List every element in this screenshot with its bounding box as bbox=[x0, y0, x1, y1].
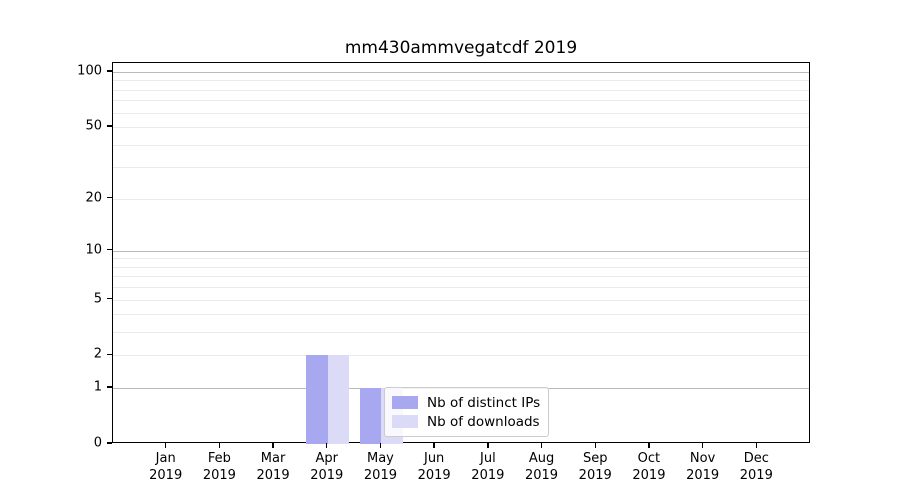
x-tick-label: Sep 2019 bbox=[579, 450, 612, 484]
x-tick-mark bbox=[326, 443, 328, 448]
gridline-minor bbox=[113, 266, 809, 268]
x-tick-month: Nov bbox=[689, 451, 716, 466]
gridline-minor bbox=[113, 198, 809, 200]
gridline-minor bbox=[113, 287, 809, 289]
x-tick-label: Oct 2019 bbox=[632, 450, 665, 484]
gridline-minor bbox=[113, 100, 809, 102]
x-tick-year: 2019 bbox=[363, 468, 397, 483]
bar-nb-of-distinct-ips bbox=[306, 355, 328, 444]
x-tick-month: Aug bbox=[528, 451, 555, 466]
x-tick-mark bbox=[379, 443, 382, 448]
gridline-minor bbox=[113, 89, 809, 91]
x-tick-month: Apr bbox=[315, 451, 339, 466]
y-tick-mark bbox=[107, 386, 112, 388]
legend-label: Nb of distinct IPs bbox=[427, 394, 541, 411]
x-tick-mark bbox=[755, 443, 757, 448]
x-tick-year: 2019 bbox=[686, 468, 720, 483]
legend-swatch bbox=[392, 396, 418, 409]
y-tick-label: 0 bbox=[93, 435, 102, 451]
x-tick-month: May bbox=[367, 451, 394, 466]
x-tick-month: Oct bbox=[637, 451, 661, 466]
gridline-minor bbox=[113, 127, 809, 129]
y-tick-mark bbox=[107, 125, 112, 127]
y-tick-mark bbox=[107, 442, 112, 444]
x-tick-label: Apr 2019 bbox=[310, 450, 343, 484]
gridline-minor bbox=[113, 314, 809, 316]
x-tick-month: Jan bbox=[155, 451, 176, 466]
gridline-minor bbox=[113, 112, 809, 114]
x-tick-year: 2019 bbox=[524, 468, 559, 483]
legend-item: Nb of distinct IPs bbox=[392, 393, 540, 412]
bar-nb-of-distinct-ips bbox=[359, 388, 382, 444]
gridline-minor bbox=[113, 144, 809, 146]
y-tick-label: 2 bbox=[93, 346, 102, 362]
x-tick-label: Jul 2019 bbox=[471, 450, 504, 484]
y-tick-mark bbox=[107, 249, 112, 251]
x-tick-mark bbox=[540, 443, 543, 448]
gridline-minor bbox=[113, 80, 809, 82]
x-tick-mark bbox=[594, 443, 596, 448]
x-tick-year: 2019 bbox=[471, 468, 505, 483]
x-tick-mark bbox=[218, 443, 221, 448]
gridline-major bbox=[113, 72, 809, 74]
x-tick-month: Sep bbox=[582, 451, 608, 466]
gridline-minor bbox=[113, 355, 809, 357]
x-tick-year: 2019 bbox=[202, 468, 236, 483]
gridline-minor bbox=[113, 276, 809, 278]
x-tick-year: 2019 bbox=[632, 468, 666, 483]
chart-title: mm430ammvegatcdf 2019 bbox=[344, 38, 578, 58]
x-tick-mark bbox=[272, 443, 274, 448]
x-tick-month: Mar bbox=[260, 451, 286, 466]
x-tick-label: May 2019 bbox=[364, 450, 397, 484]
x-tick-mark bbox=[701, 443, 704, 448]
x-tick-month: Feb bbox=[207, 451, 231, 466]
x-tick-year: 2019 bbox=[739, 468, 773, 483]
gridline-minor bbox=[113, 258, 809, 260]
x-tick-mark bbox=[487, 443, 489, 448]
x-tick-label: Dec 2019 bbox=[740, 450, 773, 484]
x-tick-year: 2019 bbox=[578, 468, 612, 483]
y-tick-mark bbox=[107, 70, 112, 72]
x-tick-year: 2019 bbox=[149, 468, 183, 483]
x-tick-year: 2019 bbox=[310, 468, 344, 483]
y-tick-mark bbox=[107, 196, 112, 199]
bar-nb-of-downloads bbox=[327, 355, 350, 444]
legend-label: Nb of downloads bbox=[427, 413, 540, 430]
gridline-minor bbox=[113, 332, 809, 334]
gridline-minor bbox=[113, 167, 809, 169]
x-tick-month: Dec bbox=[743, 451, 769, 466]
y-tick-label: 5 bbox=[93, 291, 102, 307]
x-tick-mark bbox=[648, 443, 650, 448]
x-tick-year: 2019 bbox=[256, 468, 290, 483]
y-tick-label: 1 bbox=[93, 379, 102, 395]
y-tick-label: 100 bbox=[77, 63, 102, 79]
x-tick-label: Mar 2019 bbox=[257, 450, 290, 484]
x-tick-label: Aug 2019 bbox=[525, 450, 558, 484]
legend: Nb of distinct IPs Nb of downloads bbox=[384, 387, 550, 437]
legend-swatch bbox=[392, 415, 418, 428]
x-tick-label: Feb 2019 bbox=[203, 450, 236, 484]
x-tick-mark bbox=[433, 443, 435, 448]
x-tick-month: Jul bbox=[480, 451, 496, 466]
plot-area: Nb of distinct IPs Nb of downloads bbox=[112, 62, 810, 444]
y-tick-label: 50 bbox=[85, 118, 102, 134]
y-tick-mark bbox=[107, 353, 112, 356]
gridline-major bbox=[113, 250, 809, 252]
x-tick-mark bbox=[164, 443, 167, 448]
y-tick-mark bbox=[107, 297, 112, 300]
x-tick-year: 2019 bbox=[417, 468, 451, 483]
gridline-minor bbox=[113, 299, 809, 301]
x-tick-label: Jun 2019 bbox=[418, 450, 451, 484]
y-tick-label: 10 bbox=[85, 242, 102, 258]
y-tick-label: 20 bbox=[85, 190, 102, 206]
x-tick-label: Nov 2019 bbox=[686, 450, 719, 484]
x-tick-label: Jan 2019 bbox=[149, 450, 182, 484]
x-tick-month: Jun bbox=[423, 451, 445, 466]
legend-item: Nb of downloads bbox=[392, 412, 540, 431]
